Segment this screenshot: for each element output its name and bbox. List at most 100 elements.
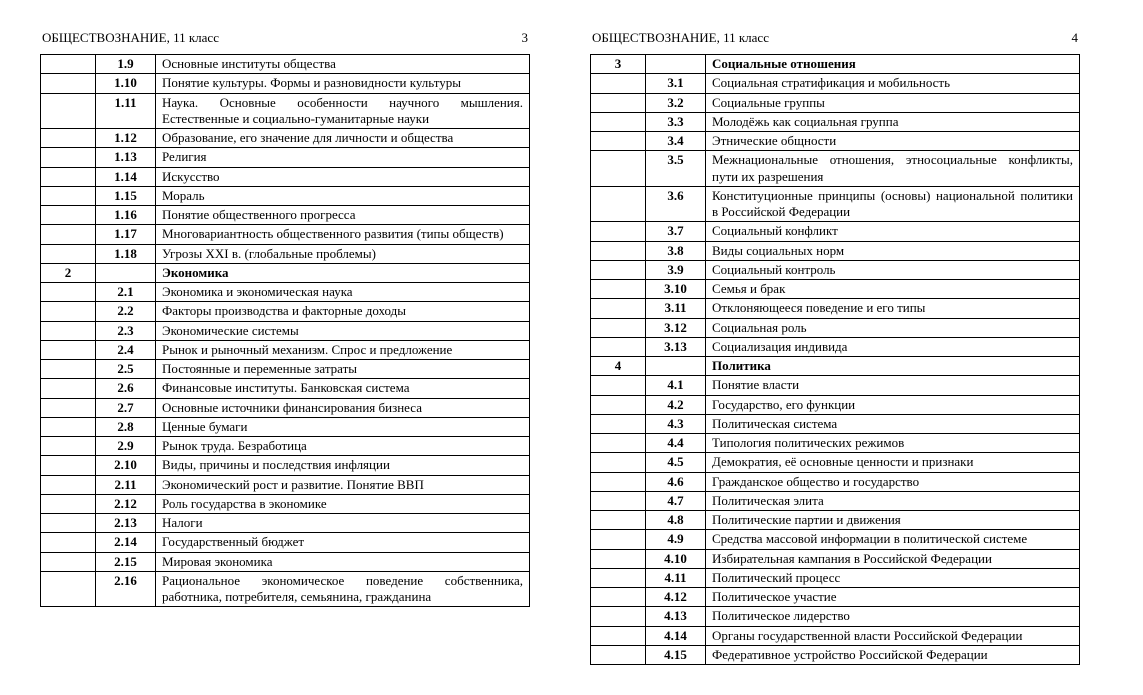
text-cell: Социальная стратификация и мобильность xyxy=(706,74,1080,93)
page-left: ОБЩЕСТВОЗНАНИЕ, 11 класс 3 1.9Основные и… xyxy=(40,30,530,665)
code-cell: 3.13 xyxy=(646,337,706,356)
text-cell: Этнические общности xyxy=(706,132,1080,151)
page-header-right: ОБЩЕСТВОЗНАНИЕ, 11 класс 4 xyxy=(590,30,1080,46)
table-row: 2Экономика xyxy=(41,263,530,282)
code-cell: 3.8 xyxy=(646,241,706,260)
text-cell: Постоянные и переменные затраты xyxy=(156,360,530,379)
text-cell: Средства массовой информации в политичес… xyxy=(706,530,1080,549)
text-cell: Налоги xyxy=(156,514,530,533)
section-cell xyxy=(41,340,96,359)
table-row: 2.6Финансовые институты. Банковская сист… xyxy=(41,379,530,398)
table-row: 2.11Экономический рост и развитие. Понят… xyxy=(41,475,530,494)
table-row: 1.9Основные институты общества xyxy=(41,55,530,74)
section-cell: 4 xyxy=(591,357,646,376)
table-row: 2.10Виды, причины и последствия инфляции xyxy=(41,456,530,475)
code-cell: 4.5 xyxy=(646,453,706,472)
table-row: 2.9Рынок труда. Безработица xyxy=(41,437,530,456)
code-cell: 4.9 xyxy=(646,530,706,549)
code-cell: 2.11 xyxy=(96,475,156,494)
table-row: 4.6Гражданское общество и государство xyxy=(591,472,1080,491)
code-cell: 2.14 xyxy=(96,533,156,552)
section-cell xyxy=(41,321,96,340)
section-cell xyxy=(591,241,646,260)
section-cell xyxy=(591,549,646,568)
text-cell: Межнациональные отношения, этносоциальны… xyxy=(706,151,1080,187)
section-cell xyxy=(41,475,96,494)
code-cell: 1.10 xyxy=(96,74,156,93)
header-title: ОБЩЕСТВОЗНАНИЕ, 11 класс xyxy=(42,30,219,46)
section-cell xyxy=(41,417,96,436)
section-cell xyxy=(41,571,96,607)
section-cell xyxy=(591,74,646,93)
code-cell: 4.7 xyxy=(646,491,706,510)
text-cell: Виды социальных норм xyxy=(706,241,1080,260)
section-cell xyxy=(591,318,646,337)
code-cell: 4.4 xyxy=(646,434,706,453)
section-cell xyxy=(41,360,96,379)
table-row: 2.15Мировая экономика xyxy=(41,552,530,571)
section-cell xyxy=(41,206,96,225)
text-cell: Виды, причины и последствия инфляции xyxy=(156,456,530,475)
table-row: 4.12Политическое участие xyxy=(591,588,1080,607)
table-row: 1.14Искусство xyxy=(41,167,530,186)
code-cell: 1.13 xyxy=(96,148,156,167)
section-cell xyxy=(591,222,646,241)
table-row: 3.9Социальный контроль xyxy=(591,260,1080,279)
table-row: 2.16Рациональное экономическое поведение… xyxy=(41,571,530,607)
text-cell: Государство, его функции xyxy=(706,395,1080,414)
section-cell xyxy=(591,568,646,587)
code-cell xyxy=(646,55,706,74)
page-header-left: ОБЩЕСТВОЗНАНИЕ, 11 класс 3 xyxy=(40,30,530,46)
text-cell: Мировая экономика xyxy=(156,552,530,571)
table-row: 2.12Роль государства в экономике xyxy=(41,494,530,513)
code-cell: 2.7 xyxy=(96,398,156,417)
table-row: 3.7Социальный конфликт xyxy=(591,222,1080,241)
text-cell: Рынок труда. Безработица xyxy=(156,437,530,456)
table-row: 1.15Мораль xyxy=(41,186,530,205)
text-cell: Многовариантность общественного развития… xyxy=(156,225,530,244)
section-cell xyxy=(41,533,96,552)
text-cell: Гражданское общество и государство xyxy=(706,472,1080,491)
table-row: 1.13Религия xyxy=(41,148,530,167)
text-cell: Политическая система xyxy=(706,414,1080,433)
section-cell xyxy=(41,437,96,456)
text-cell: Федеративное устройство Российской Федер… xyxy=(706,645,1080,664)
section-cell xyxy=(41,167,96,186)
text-cell: Отклоняющееся поведение и его типы xyxy=(706,299,1080,318)
table-row: 2.1Экономика и экономическая наука xyxy=(41,283,530,302)
code-cell: 4.10 xyxy=(646,549,706,568)
table-row: 3.2Социальные группы xyxy=(591,93,1080,112)
table-row: 4.11Политический процесс xyxy=(591,568,1080,587)
content-table-left: 1.9Основные институты общества1.10Поняти… xyxy=(40,54,530,607)
text-cell: Понятие власти xyxy=(706,376,1080,395)
section-cell xyxy=(41,93,96,129)
code-cell: 4.15 xyxy=(646,645,706,664)
text-cell: Государственный бюджет xyxy=(156,533,530,552)
text-cell: Типология политических режимов xyxy=(706,434,1080,453)
content-table-right: 3Социальные отношения3.1Социальная страт… xyxy=(590,54,1080,665)
code-cell: 3.12 xyxy=(646,318,706,337)
code-cell: 2.10 xyxy=(96,456,156,475)
section-cell xyxy=(41,244,96,263)
table-row: 3.11Отклоняющееся поведение и его типы xyxy=(591,299,1080,318)
text-cell: Социальная роль xyxy=(706,318,1080,337)
code-cell: 2.5 xyxy=(96,360,156,379)
section-cell xyxy=(591,434,646,453)
table-row: 3.3Молодёжь как социальная группа xyxy=(591,112,1080,131)
table-row: 2.13Налоги xyxy=(41,514,530,533)
section-cell xyxy=(591,491,646,510)
table-row: 3.6Конституционные принципы (основы) нац… xyxy=(591,186,1080,222)
section-cell xyxy=(41,494,96,513)
text-cell: Социальные отношения xyxy=(706,55,1080,74)
code-cell: 4.13 xyxy=(646,607,706,626)
text-cell: Наука. Основные особенности научного мыш… xyxy=(156,93,530,129)
text-cell: Понятие культуры. Формы и разновидности … xyxy=(156,74,530,93)
section-cell xyxy=(591,626,646,645)
table-row: 4.8Политические партии и движения xyxy=(591,511,1080,530)
code-cell: 3.10 xyxy=(646,280,706,299)
page-number: 4 xyxy=(1072,30,1079,46)
code-cell: 1.15 xyxy=(96,186,156,205)
code-cell: 3.2 xyxy=(646,93,706,112)
code-cell: 1.18 xyxy=(96,244,156,263)
table-row: 2.2Факторы производства и факторные дохо… xyxy=(41,302,530,321)
